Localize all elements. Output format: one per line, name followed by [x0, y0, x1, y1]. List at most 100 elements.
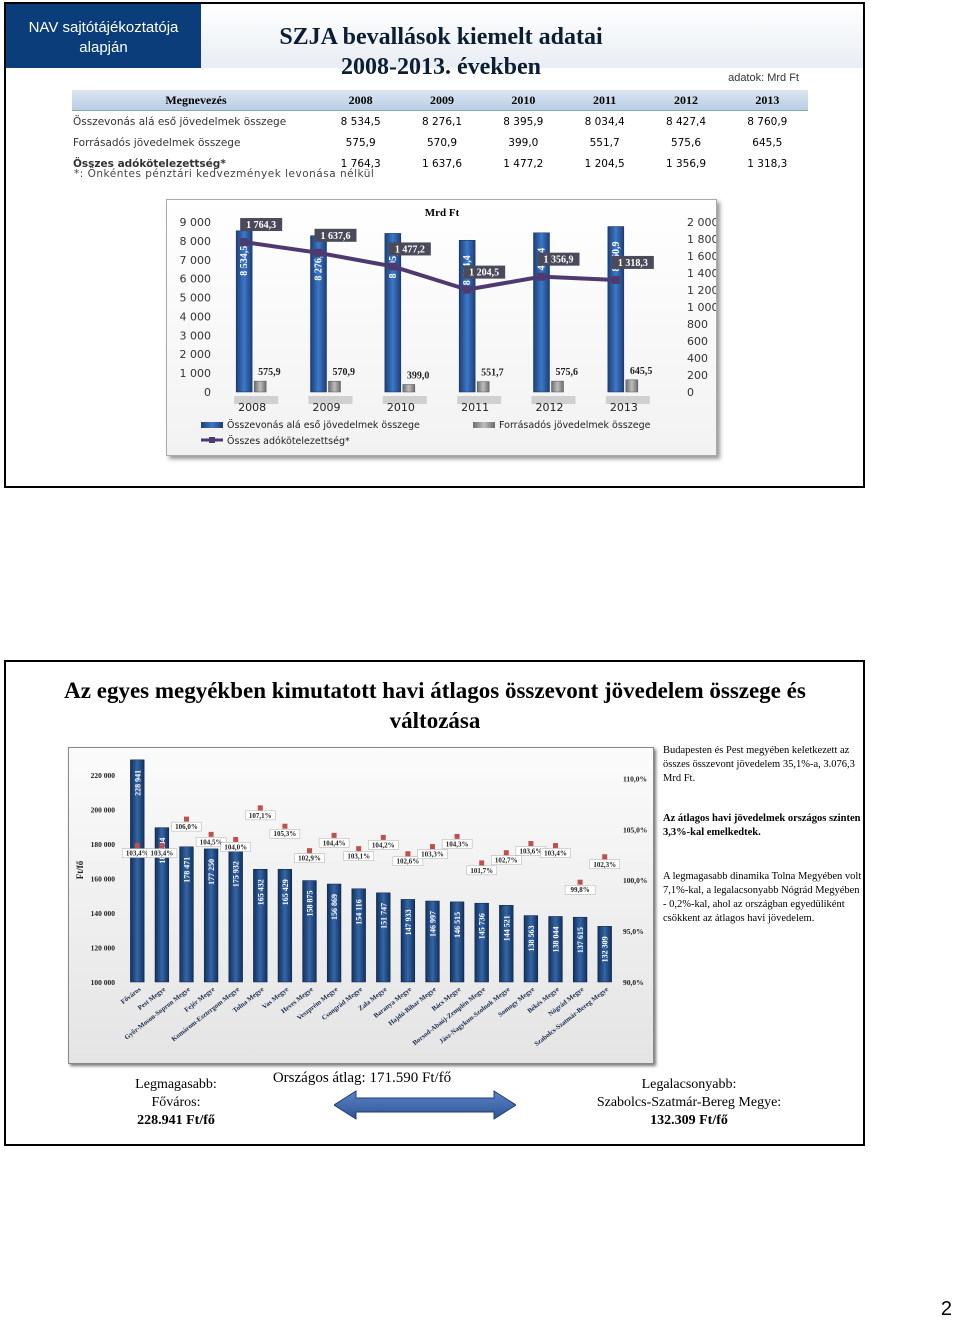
- change-marker: [282, 823, 288, 829]
- change-marker: [380, 834, 386, 840]
- line-marker: [463, 285, 472, 294]
- change-label-bg: [294, 853, 325, 863]
- lowest-label-line-2: Szabolcs-Szatmár-Bereg Megye:: [596, 1095, 782, 1110]
- lowest-label-line-1: Legalacsonyabb:: [641, 1077, 737, 1092]
- highest-label-line-2: Főváros:: [151, 1095, 201, 1110]
- lowest-label: Legalacsonyabb: Szabolcs-Szatmár-Bereg M…: [574, 1076, 804, 1130]
- category-label-bg: [531, 396, 576, 404]
- change-label-bg: [171, 821, 202, 832]
- change-marker: [208, 831, 214, 837]
- table-cell: 1 477,2: [503, 157, 544, 170]
- change-label-bg: [343, 851, 374, 861]
- national-average-label: Országos átlag: 171.590 Ft/fő: [272, 1070, 452, 1086]
- table-cell: 570,9: [426, 136, 458, 149]
- side-note-dynamics: A legmagasabb dinamika Tolna Megyében vo…: [663, 871, 862, 924]
- y-left-tick-label: 200 000: [91, 806, 116, 815]
- change-marker: [528, 841, 534, 847]
- change-value-label: 104,3%: [446, 840, 469, 848]
- change-marker: [184, 816, 189, 822]
- highest-value: 228.941 Ft/fő: [137, 1113, 215, 1128]
- y-left-tick-label: 220 000: [91, 771, 116, 780]
- bar-value-label: 138 563: [527, 926, 536, 952]
- table-row: Összevonás alá eső jövedelmek összege 8 …: [72, 111, 808, 133]
- legend-swatch-withholding: [473, 422, 495, 428]
- row-label: Összes adókötelezettség*: [73, 157, 226, 170]
- tax-data-table: Megnevezés 2008 2009 2010 2011 2012 2013…: [72, 90, 808, 174]
- y-left-tick-label: 5 000: [180, 292, 212, 305]
- header-band: [201, 4, 863, 68]
- bar-value-label: 146 997: [429, 911, 438, 937]
- bar-county-income: [548, 916, 563, 983]
- y-left-tick-label: 3 000: [180, 329, 212, 342]
- bar-total-income: [533, 232, 550, 393]
- table-cell: 1 356,9: [665, 157, 707, 170]
- table-header-row: Megnevezés 2008 2009 2010 2011 2012 2013: [72, 90, 808, 111]
- slide-2-title: Az egyes megyékben kimutatott havi átlag…: [64, 678, 806, 733]
- y-right-tick-label: 1 400: [687, 267, 716, 280]
- bar-value-label: 151 747: [379, 903, 388, 929]
- line-value-label: 1 356,9: [544, 255, 574, 266]
- bar-value-label: 178 471: [183, 857, 192, 883]
- change-label-bg: [368, 840, 399, 850]
- legend-label: Összevonás alá eső jövedelmek összege: [227, 420, 420, 431]
- highest-label: Legmagasabb: Főváros: 228.941 Ft/fő: [106, 1076, 246, 1130]
- table-cell: 1 637,6: [421, 157, 463, 170]
- table-header-cell: 2009: [401, 90, 483, 111]
- change-marker: [307, 848, 312, 854]
- bar-county-income: [277, 869, 293, 983]
- y-right-tick-label: 400: [687, 352, 708, 365]
- bar-value-label: 145 736: [478, 913, 487, 939]
- change-value-label: 103,4%: [544, 850, 567, 858]
- bar-county-income: [474, 902, 489, 983]
- bar-county-income: [425, 900, 440, 983]
- table-footnote: *: Önkéntes pénztári kedvezmények levoná…: [74, 168, 375, 180]
- header-source-box: NAV sajtótájékoztatója alapján: [6, 4, 201, 68]
- table-header-cell: 2013: [726, 90, 808, 111]
- x-tick-label: 2009: [313, 401, 341, 414]
- y-left-tick-label: 2 000: [180, 348, 212, 361]
- change-marker: [454, 833, 460, 839]
- y-left-tick-label: 6 000: [180, 273, 212, 286]
- y-left-tick-label: 120 000: [91, 944, 116, 953]
- bar-county-income: [203, 848, 219, 983]
- bar-county-income: [130, 759, 145, 983]
- change-value-label: 106,0%: [175, 823, 198, 831]
- y-left-tick-label: 9 000: [180, 216, 212, 229]
- header-source-line-1: NAV sajtótájékoztatója: [28, 19, 179, 36]
- x-tick-label: 2008: [238, 401, 266, 414]
- bar-value-label: 8 534,5: [239, 246, 250, 276]
- bar-value-label: 138 044: [552, 926, 561, 952]
- y-left-tick-label: 4 000: [180, 310, 212, 323]
- table-cell: 399,0: [508, 136, 539, 149]
- bar-value-label: 570,9: [333, 367, 356, 378]
- table-cell: 645,5: [752, 136, 783, 149]
- table-header-cell: 2011: [563, 90, 646, 111]
- legend-label: Forrásadós jövedelmek összege: [499, 420, 651, 431]
- table-cell: 8 760,9: [747, 115, 788, 128]
- slide-1-title-line-2: 2008-2013. években: [341, 54, 541, 80]
- legend-swatch-total-income: [201, 422, 223, 428]
- bar-county-income: [449, 901, 465, 983]
- change-value-label: 104,5%: [200, 838, 223, 846]
- bar-withholding-income: [476, 381, 490, 393]
- change-value-label: 103,4%: [151, 850, 174, 858]
- income-tax-chart-frame: Mrd Ft 9 000 8 000 7 000 6 000 5 000 4 000 3 00…: [166, 199, 719, 456]
- bar-value-label: 399,0: [407, 370, 430, 381]
- bar-county-income: [253, 869, 268, 983]
- row-label: Forrásadós jövedelmek összege: [73, 136, 241, 149]
- table-cell: 1 204,5: [584, 157, 625, 170]
- table-header-cell: 2008: [320, 90, 402, 111]
- side-note-national: Az átlagos havi jövedelmek országos szin…: [663, 813, 861, 838]
- bar-value-label: 8 276,1: [314, 251, 325, 281]
- bar-value-label: 132 309: [601, 936, 610, 962]
- y-left-tick-label: 0: [204, 386, 211, 399]
- slide-1-title: SZJA bevallások kiemelt adatai 2008-2013…: [206, 22, 676, 82]
- category-label-bg: [457, 396, 502, 404]
- line-label-bg: [314, 228, 357, 242]
- change-label-bg: [195, 837, 227, 847]
- y-left-tick-label: 140 000: [91, 909, 116, 918]
- change-value-label: 103,3%: [421, 851, 444, 859]
- change-marker: [430, 844, 435, 850]
- change-value-label: 102,6%: [397, 858, 420, 866]
- line-marker: [611, 275, 620, 284]
